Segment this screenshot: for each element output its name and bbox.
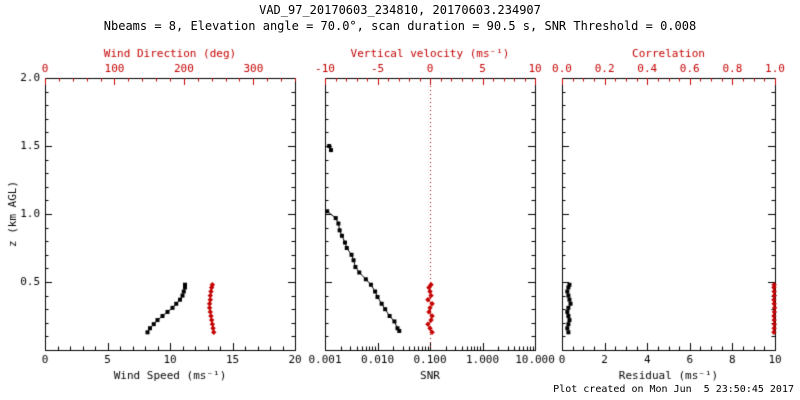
plot-subtitle: Nbeams = 8, Elevation angle = 70.0°, sca…	[103, 19, 697, 33]
plot-created-timestamp: Plot created on Mon Jun 5 23:50:45 2017	[553, 384, 794, 395]
plot-title: VAD_97_20170603_234810, 20170603.234907	[259, 3, 541, 17]
